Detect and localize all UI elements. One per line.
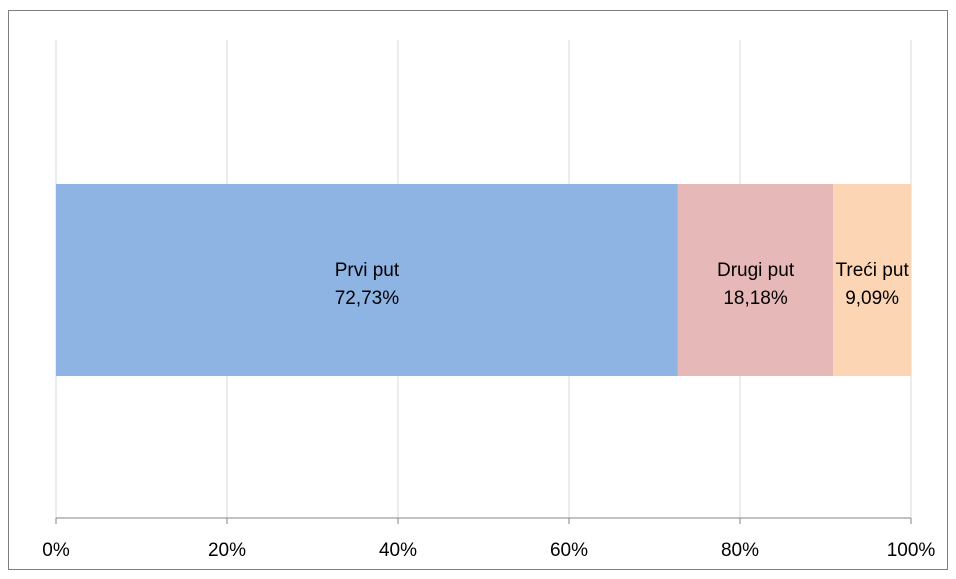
x-tick-label: 40%: [379, 540, 417, 561]
segment-name-label: Prvi put: [335, 260, 400, 281]
x-axis: [55, 517, 912, 524]
x-tick-label: 20%: [208, 540, 246, 561]
bar-segment-1: [56, 184, 678, 376]
x-tick-label: 60%: [550, 540, 588, 561]
x-tick-label: 100%: [887, 540, 936, 561]
segment-value-label: 72,73%: [335, 288, 400, 309]
segment-value-label: 18,18%: [723, 288, 788, 309]
segment-name-label: Drugi put: [717, 260, 795, 281]
segment-labels: Prvi put 72,73% Drugi put 18,18% Treći put 9,…: [335, 260, 910, 309]
x-tick-label: 80%: [721, 540, 759, 561]
bar-segments: [56, 184, 911, 376]
bar-segment-3: [833, 184, 911, 376]
x-tick-labels: 0% 20% 40% 60% 80% 100%: [42, 540, 935, 561]
x-tick-label: 0%: [42, 540, 70, 561]
segment-value-label: 9,09%: [845, 288, 899, 309]
bar-segment-2: [677, 184, 834, 376]
segment-name-label: Treći put: [836, 260, 910, 281]
